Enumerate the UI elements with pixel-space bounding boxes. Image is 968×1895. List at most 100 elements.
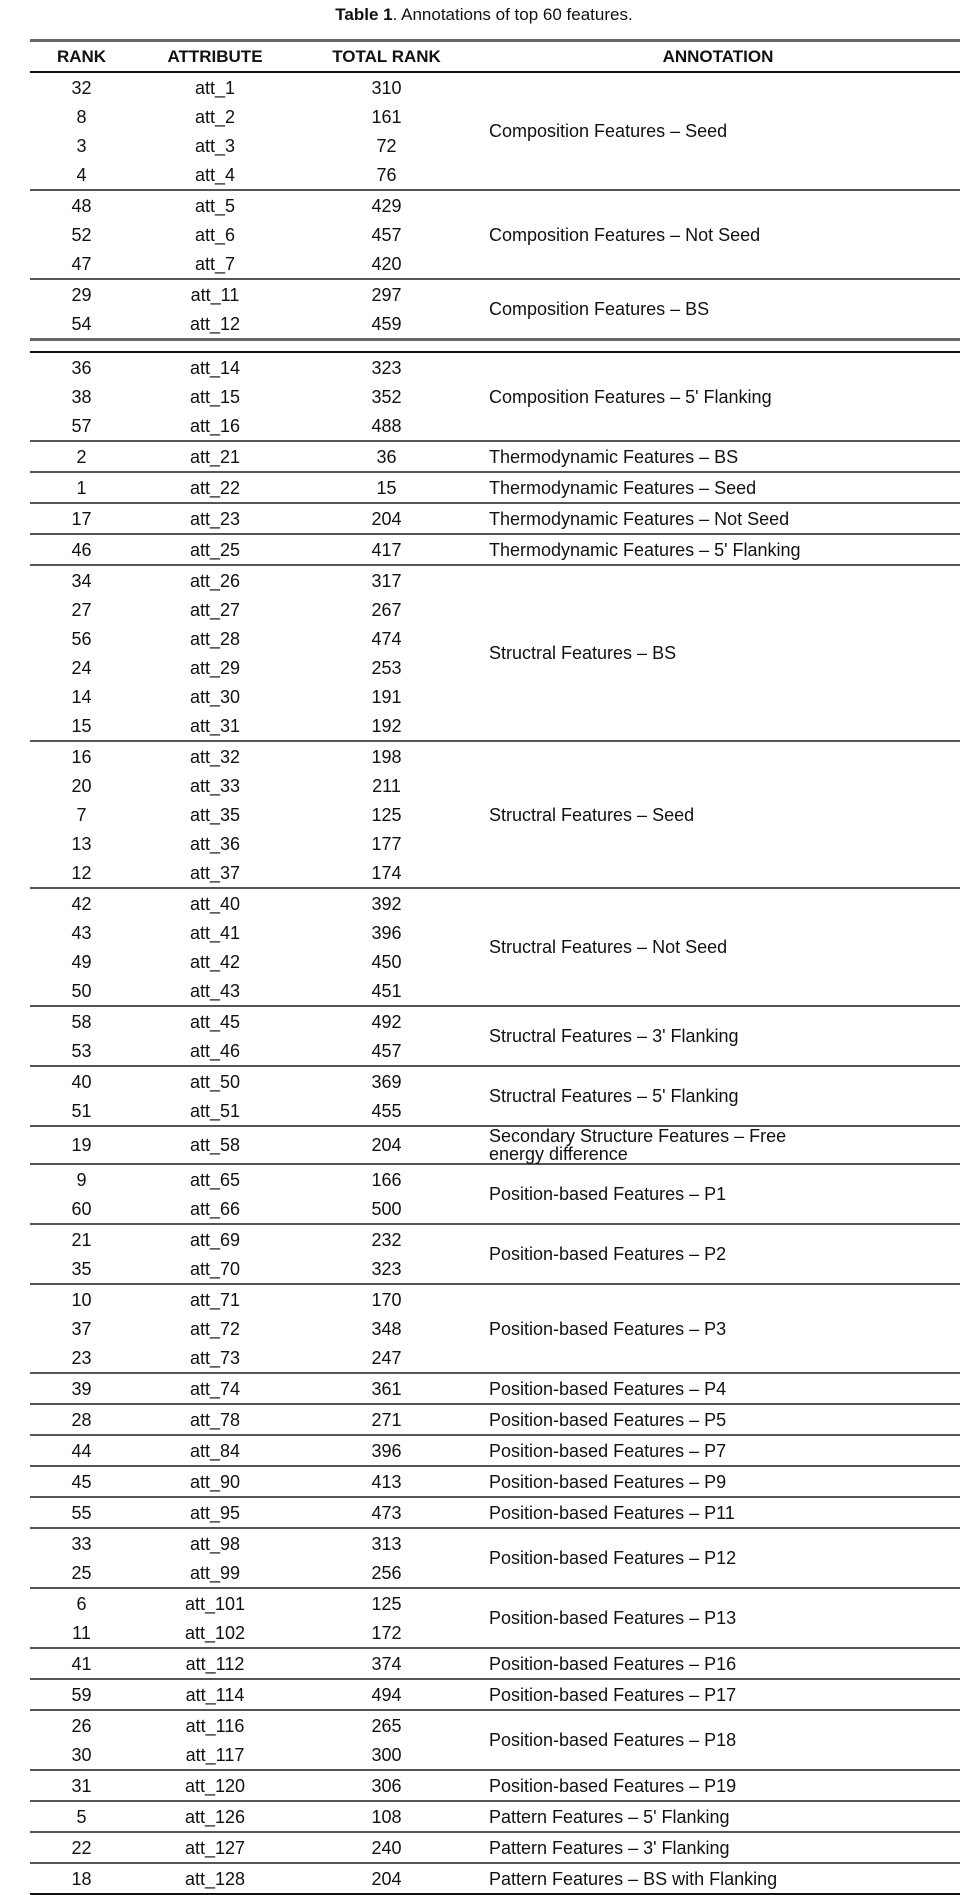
cell-annotation: Structral Features – Not Seed bbox=[476, 887, 960, 1006]
cell-attribute: att_23 bbox=[133, 502, 297, 534]
cell-total-rank: 392 bbox=[297, 887, 476, 918]
cell-total-rank: 256 bbox=[371, 1562, 402, 1583]
cell-rank: 45 bbox=[30, 1465, 133, 1497]
table-row: 5 att_126 108 Pattern Features – 5' Flankin… bbox=[30, 1800, 960, 1832]
cell-total-rank: 232 bbox=[297, 1223, 476, 1254]
cell-annotation: Position-based Features – P9 bbox=[476, 1465, 960, 1497]
cell-annotation: Structral Features – BS bbox=[476, 564, 960, 741]
table-row: 38 att_15 352 bbox=[30, 382, 960, 411]
cell-rank: 41 bbox=[30, 1647, 133, 1679]
table-row: 55 att_95 473 Position-based Features – P11 bbox=[30, 1496, 960, 1528]
cell-attribute: att_35 bbox=[189, 804, 241, 825]
cell-annotation: Pattern Features – 5' Flanking bbox=[476, 1800, 960, 1832]
table-row: 18 att_128 204 Pattern Features – BS with F… bbox=[30, 1862, 960, 1895]
cell-rank: 47 bbox=[71, 253, 92, 274]
table-row: 58 att_45 492 Structral Features – 3' Flank… bbox=[30, 1005, 960, 1066]
table-row: 59 att_114 494 Position-based Features – P1… bbox=[30, 1678, 960, 1710]
table-row: 2 att_21 36 Thermodynamic Features – BS bbox=[30, 440, 960, 472]
cell-total-rank: 323 bbox=[371, 357, 402, 378]
cell-rank: 56 bbox=[71, 628, 92, 649]
cell-total-rank: 161 bbox=[371, 106, 402, 127]
cell-rank: 24 bbox=[71, 657, 92, 678]
cell-total-rank: 125 bbox=[297, 1587, 476, 1618]
cell-rank: 6 bbox=[30, 1587, 133, 1618]
cell-rank: 27 bbox=[71, 599, 92, 620]
table-row: 24 att_29 253 bbox=[30, 653, 960, 682]
cell-total-rank: 265 bbox=[297, 1709, 476, 1740]
cell-rank: 51 bbox=[71, 1100, 92, 1121]
cell-rank: 31 bbox=[30, 1769, 133, 1801]
cell-rank: 52 bbox=[71, 224, 92, 245]
cell-total-rank: 300 bbox=[371, 1744, 402, 1765]
table-row: 35 att_70 323 bbox=[30, 1254, 960, 1284]
cell-attribute: att_116 bbox=[133, 1709, 297, 1740]
table-row: 3 att_3 72 bbox=[30, 131, 960, 160]
cell-annotation: Pattern Features – BS with Flanking bbox=[476, 1862, 960, 1895]
cell-rank: 21 bbox=[30, 1223, 133, 1254]
table-row: 45 att_90 413 Position-based Features – P9 bbox=[30, 1465, 960, 1497]
cell-total-rank: 306 bbox=[297, 1769, 476, 1801]
cell-annotation: Position-based Features – P12 bbox=[476, 1527, 960, 1588]
cell-rank: 25 bbox=[71, 1562, 92, 1583]
cell-total-rank: 474 bbox=[371, 628, 402, 649]
cell-total-rank: 457 bbox=[371, 1040, 402, 1061]
cell-rank: 53 bbox=[71, 1040, 92, 1061]
cell-total-rank: 459 bbox=[371, 313, 402, 334]
cell-rank: 8 bbox=[76, 106, 87, 127]
cell-total-rank: 450 bbox=[371, 951, 402, 972]
table-caption-text: . Annotations of top 60 features. bbox=[392, 5, 633, 24]
cell-total-rank: 396 bbox=[297, 1434, 476, 1466]
cell-rank: 9 bbox=[30, 1163, 133, 1194]
cell-total-rank: 310 bbox=[371, 77, 402, 98]
cell-attribute: att_12 bbox=[189, 313, 241, 334]
table-row: 42 att_40 392 Structral Features – Not Seed bbox=[30, 887, 960, 1006]
cell-rank: 20 bbox=[71, 775, 92, 796]
cell-attribute: att_102 bbox=[184, 1622, 246, 1643]
cell-total-rank: 317 bbox=[297, 564, 476, 595]
cell-total-rank: 352 bbox=[371, 386, 402, 407]
cell-attribute: att_69 bbox=[133, 1223, 297, 1254]
cell-annotation: Structral Features – 3' Flanking bbox=[476, 1005, 960, 1066]
cell-rank: 19 bbox=[30, 1125, 133, 1164]
cell-rank: 60 bbox=[71, 1198, 92, 1219]
cell-rank: 26 bbox=[30, 1709, 133, 1740]
cell-total-rank: 455 bbox=[371, 1100, 402, 1121]
cell-rank: 40 bbox=[30, 1065, 133, 1096]
cell-rank: 55 bbox=[30, 1496, 133, 1528]
cell-annotation: Position-based Features – P3 bbox=[476, 1283, 960, 1373]
cell-rank: 10 bbox=[30, 1283, 133, 1314]
table-row: 44 att_84 396 Position-based Features – P7 bbox=[30, 1434, 960, 1466]
cell-total-rank: 500 bbox=[371, 1198, 402, 1219]
cell-total-rank: 267 bbox=[371, 599, 402, 620]
cell-attribute: att_84 bbox=[133, 1434, 297, 1466]
cell-attribute: att_117 bbox=[185, 1744, 245, 1765]
cell-annotation: Position-based Features – P11 bbox=[476, 1496, 960, 1528]
cell-attribute: att_5 bbox=[133, 189, 297, 220]
cell-annotation: Composition Features – Not Seed bbox=[476, 189, 960, 279]
table-row: 16 att_32 198 Structral Features – Seed bbox=[30, 740, 960, 888]
cell-attribute: att_73 bbox=[189, 1347, 241, 1368]
table-row: 8 att_2 161 bbox=[30, 102, 960, 131]
cell-attribute: att_41 bbox=[189, 922, 241, 943]
cell-rank: 58 bbox=[30, 1005, 133, 1036]
cell-total-rank: 72 bbox=[376, 135, 397, 156]
cell-rank: 57 bbox=[71, 415, 92, 436]
table-row: 49 att_42 450 bbox=[30, 947, 960, 976]
cell-rank: 1 bbox=[30, 471, 133, 503]
cell-rank: 22 bbox=[30, 1831, 133, 1863]
cell-total-rank: 297 bbox=[297, 278, 476, 309]
cell-attribute: att_98 bbox=[133, 1527, 297, 1558]
cell-attribute: att_16 bbox=[189, 415, 241, 436]
cell-annotation: Composition Features – BS bbox=[476, 278, 960, 340]
cell-rank: 3 bbox=[76, 135, 87, 156]
cell-rank: 34 bbox=[30, 564, 133, 595]
cell-rank: 28 bbox=[30, 1403, 133, 1435]
cell-total-rank: 369 bbox=[297, 1065, 476, 1096]
cell-total-rank: 204 bbox=[297, 1862, 476, 1895]
cell-total-rank: 413 bbox=[297, 1465, 476, 1497]
cell-attribute: att_72 bbox=[189, 1318, 241, 1339]
cell-attribute: att_71 bbox=[133, 1283, 297, 1314]
cell-annotation: Structral Features – Seed bbox=[476, 740, 960, 888]
group-spacer bbox=[30, 338, 960, 353]
cell-attribute: att_6 bbox=[194, 224, 236, 245]
